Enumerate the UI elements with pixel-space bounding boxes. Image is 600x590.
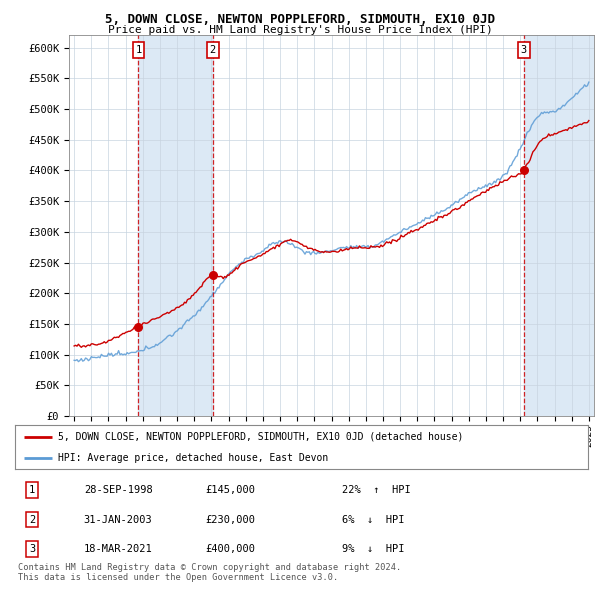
Text: £400,000: £400,000 [206,544,256,554]
Text: HPI: Average price, detached house, East Devon: HPI: Average price, detached house, East… [58,453,328,463]
Text: 5, DOWN CLOSE, NEWTON POPPLEFORD, SIDMOUTH, EX10 0JD (detached house): 5, DOWN CLOSE, NEWTON POPPLEFORD, SIDMOU… [58,432,463,442]
Text: 18-MAR-2021: 18-MAR-2021 [84,544,152,554]
Text: 3: 3 [521,45,527,55]
Text: 1: 1 [29,486,35,495]
Text: Price paid vs. HM Land Registry's House Price Index (HPI): Price paid vs. HM Land Registry's House … [107,25,493,35]
Text: 9%  ↓  HPI: 9% ↓ HPI [341,544,404,554]
Text: 22%  ↑  HPI: 22% ↑ HPI [341,486,410,495]
Text: Contains HM Land Registry data © Crown copyright and database right 2024.
This d: Contains HM Land Registry data © Crown c… [18,563,401,582]
Bar [139,35,213,416]
Text: 3: 3 [29,544,35,554]
Text: 5, DOWN CLOSE, NEWTON POPPLEFORD, SIDMOUTH, EX10 0JD: 5, DOWN CLOSE, NEWTON POPPLEFORD, SIDMOU… [105,13,495,26]
Text: 6%  ↓  HPI: 6% ↓ HPI [341,514,404,525]
Bar [524,35,594,416]
Text: 1: 1 [136,45,142,55]
Text: £230,000: £230,000 [206,514,256,525]
Text: 31-JAN-2003: 31-JAN-2003 [84,514,152,525]
Text: 2: 2 [209,45,216,55]
Text: 2: 2 [29,514,35,525]
Text: 28-SEP-1998: 28-SEP-1998 [84,486,152,495]
Text: £145,000: £145,000 [206,486,256,495]
